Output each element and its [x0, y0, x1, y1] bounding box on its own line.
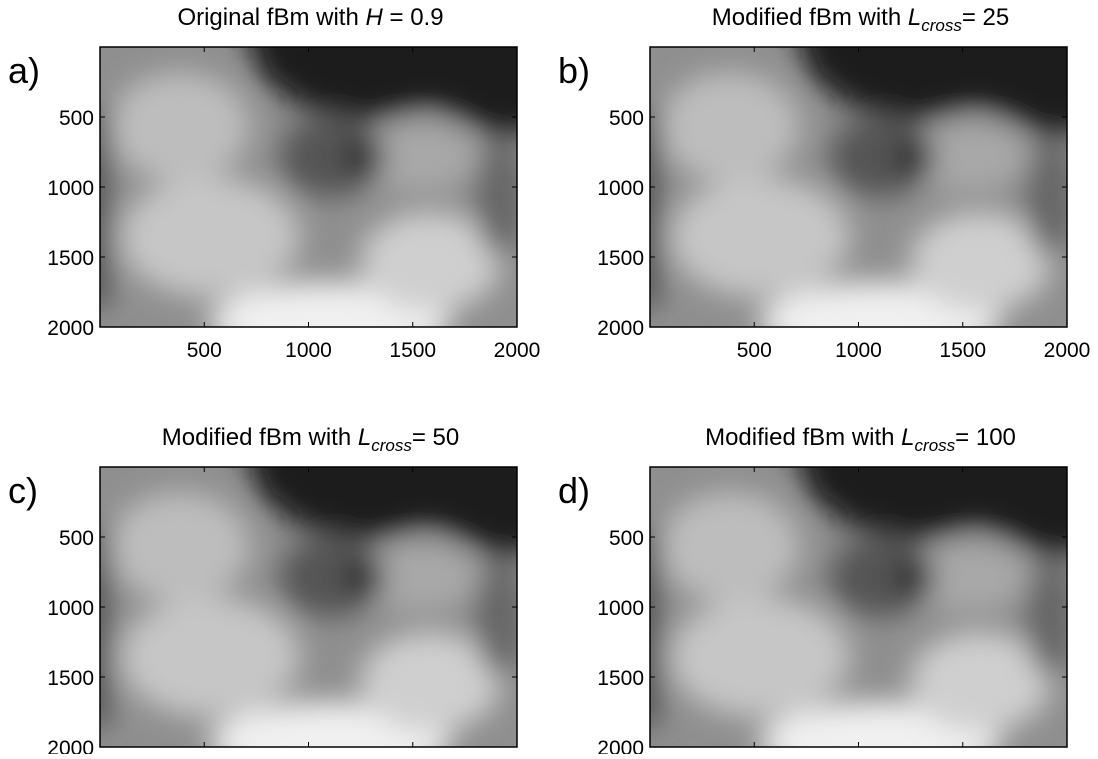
title-variable: L	[908, 4, 921, 31]
panel-label: c)	[8, 470, 38, 511]
panel: Original fBm with H = 0.9 a) 500 1000 1500 20…	[8, 4, 550, 362]
x-tick-label: 1000	[285, 339, 332, 362]
image-field	[630, 17, 1098, 362]
y-tick-label: 2000	[597, 737, 644, 754]
panel-title: Modified fBm with Lcross= 25	[712, 4, 1009, 35]
title-subscript: cross	[915, 436, 956, 455]
title-variable: L	[901, 424, 914, 451]
title-prefix: Modified fBm with	[162, 424, 358, 451]
title-suffix: = 50	[412, 424, 459, 451]
panel-label: d)	[558, 470, 590, 511]
x-tick-label: 1500	[389, 339, 436, 362]
x-tick-label: 1000	[835, 339, 882, 362]
panel-title: Modified fBm with Lcross= 100	[705, 424, 1016, 455]
y-tick-label: 500	[59, 527, 94, 550]
image-field	[80, 437, 550, 754]
y-tick-label: 2000	[597, 317, 644, 340]
image-field	[630, 437, 1098, 754]
y-tick-label: 500	[609, 527, 644, 550]
y-tick-label: 500	[59, 107, 94, 130]
x-tick-label: 1500	[939, 339, 986, 362]
title-subscript: cross	[921, 16, 962, 35]
y-tick-label: 1500	[597, 247, 644, 270]
image-field	[80, 17, 550, 362]
title-suffix: = 100	[955, 424, 1016, 451]
y-tick-label: 1000	[47, 597, 94, 620]
x-tick-label: 2000	[1044, 339, 1091, 362]
y-tick-label: 1500	[47, 247, 94, 270]
x-tick-label: 2000	[494, 339, 541, 362]
title-prefix: Original fBm with	[177, 4, 365, 31]
x-tick-label: 500	[187, 339, 222, 362]
y-tick-label: 1500	[597, 667, 644, 690]
x-tick-label: 500	[737, 339, 772, 362]
title-variable: L	[358, 424, 371, 451]
panel-label: b)	[558, 50, 590, 91]
y-tick-label: 1000	[47, 177, 94, 200]
y-tick-label: 1000	[597, 177, 644, 200]
panel-title: Original fBm with H = 0.9	[177, 4, 443, 31]
title-prefix: Modified fBm with	[712, 4, 908, 31]
panel: Modified fBm with Lcross= 100 d) 500 1000 15…	[558, 424, 1098, 759]
panel: Modified fBm with Lcross= 50 c) 500 1000 150…	[8, 424, 550, 759]
y-tick-label: 1500	[47, 667, 94, 690]
title-variable: H	[366, 4, 384, 31]
panel-label: a)	[8, 50, 40, 91]
y-tick-label: 1000	[597, 597, 644, 620]
title-subscript: cross	[371, 436, 412, 455]
y-tick-label: 500	[609, 107, 644, 130]
y-tick-label: 2000	[47, 737, 94, 754]
y-tick-label: 2000	[47, 317, 94, 340]
title-suffix: = 0.9	[383, 4, 444, 31]
panel-title: Modified fBm with Lcross= 50	[162, 424, 459, 455]
title-prefix: Modified fBm with	[705, 424, 901, 451]
title-suffix: = 25	[962, 4, 1009, 31]
panel: Modified fBm with Lcross= 25 b) 500 1000 150…	[558, 4, 1098, 362]
